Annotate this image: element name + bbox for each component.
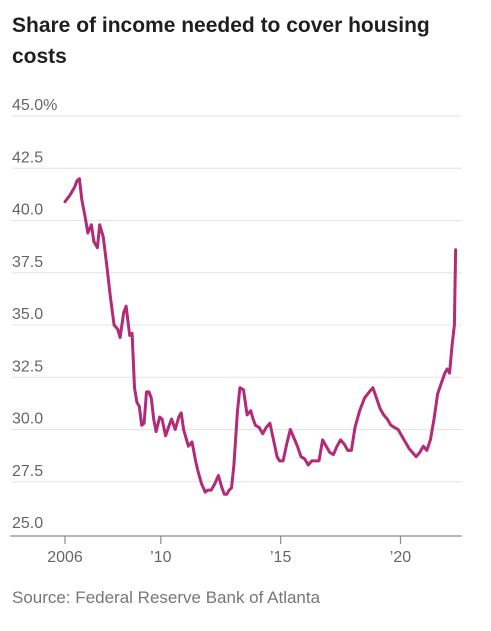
series-line-0 <box>63 177 458 496</box>
x-tick-label: 2006 <box>47 549 83 566</box>
chart-title: Share of income needed to cover housing … <box>12 14 430 68</box>
y-tick-label: 37.5 <box>12 254 43 271</box>
y-tick-label: 42.5 <box>12 149 43 166</box>
y-tick-label: 45.0% <box>12 97 57 114</box>
y-tick-label: 40.0 <box>12 202 43 219</box>
y-tick-label: 25.0 <box>12 515 43 532</box>
y-tick-label: 27.5 <box>12 463 43 480</box>
source-note: Source: Federal Reserve Bank of Atlanta <box>12 588 321 607</box>
series-layer <box>63 177 458 496</box>
y-axis-labels: 45.0% 42.5 40.0 37.5 35.0 32.5 30.0 27.5 25.0 <box>12 97 57 532</box>
y-tick-label: 32.5 <box>12 358 43 375</box>
y-tick-label: 35.0 <box>12 306 43 323</box>
x-tick-label: ’20 <box>390 549 411 566</box>
x-axis: 2006 ’10 ’15 ’20 <box>47 536 411 566</box>
x-tick-label: ’15 <box>270 549 291 566</box>
x-tick-label: ’10 <box>150 549 171 566</box>
y-tick-label: 30.0 <box>12 411 43 428</box>
